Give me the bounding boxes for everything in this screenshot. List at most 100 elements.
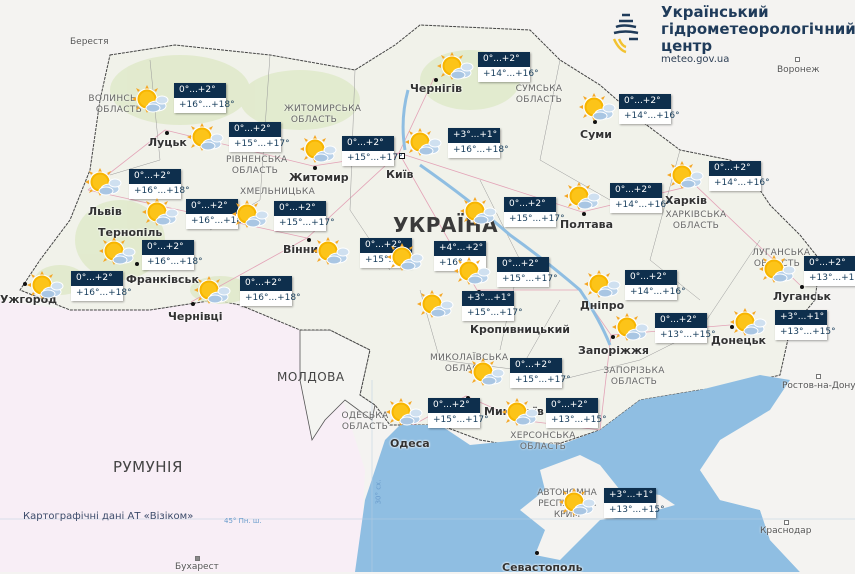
forecast-label[interactable]: 0°...+2° +15°...+17° xyxy=(342,136,403,166)
day-temperature: +16°...+18° xyxy=(186,214,247,229)
night-temperature: 0°...+2° xyxy=(625,270,677,285)
city-label[interactable]: Франківськ xyxy=(126,273,199,286)
sun-cloud-icon[interactable] xyxy=(404,127,442,159)
sun-cloud-icon[interactable] xyxy=(186,122,224,154)
sun-cloud-icon[interactable] xyxy=(453,256,491,288)
sun-cloud-icon[interactable] xyxy=(729,307,767,339)
city-label[interactable]: Одеса xyxy=(390,437,430,450)
sun-cloud-icon[interactable] xyxy=(666,160,704,192)
city-label[interactable]: Житомир xyxy=(289,171,349,184)
city-label[interactable]: Чернігів xyxy=(410,82,463,95)
city-label[interactable]: Луцьк xyxy=(148,136,187,149)
city-label[interactable]: Львів xyxy=(88,205,122,218)
forecast-label[interactable]: +3°...+1° +16°...+18° xyxy=(448,128,509,158)
region-label-khmelnytskyi: ХМЕЛЬНИЦЬКА xyxy=(240,187,316,197)
sun-cloud-icon[interactable] xyxy=(436,51,474,83)
forecast-label[interactable]: 0°...+2° +16°...+18° xyxy=(71,271,132,301)
night-temperature: 0°...+2° xyxy=(546,398,598,413)
sun-cloud-icon[interactable] xyxy=(611,312,649,344)
forecast-label[interactable]: 0°...+2° +16°...+18° xyxy=(142,240,203,270)
city-label[interactable]: Донецьк xyxy=(711,334,766,347)
forecast-label[interactable]: 0°...+2° +15°...+17° xyxy=(229,122,290,152)
forecast-label[interactable]: 0°...+2°+13°...+15° xyxy=(546,398,607,428)
night-temperature: +3°...+1° xyxy=(462,291,514,306)
night-temperature: +3°...+1° xyxy=(448,128,500,143)
night-temperature: 0°...+2° xyxy=(186,199,238,214)
sun-cloud-icon[interactable] xyxy=(385,397,423,429)
sun-cloud-icon[interactable] xyxy=(141,197,179,229)
forecast-label[interactable]: +4°...+2° +16° xyxy=(434,241,486,271)
forecast-label[interactable]: 0°...+2°+13°...+15° xyxy=(655,313,716,343)
night-temperature: 0°...+2° xyxy=(510,358,562,373)
day-temperature: +14°...+16° xyxy=(478,67,539,82)
night-temperature: 0°...+2° xyxy=(610,183,662,198)
sun-cloud-icon[interactable] xyxy=(558,487,596,519)
forecast-label[interactable]: +3°...+1° +13°...+15° xyxy=(775,310,836,340)
city-label[interactable]: Севастополь xyxy=(502,561,583,574)
forecast-label[interactable]: 0°...+2° +15°...+17° xyxy=(497,257,558,287)
city-label[interactable]: Київ xyxy=(386,168,414,181)
sun-cloud-icon[interactable] xyxy=(501,397,539,429)
city-marker-rostov xyxy=(816,374,821,379)
sun-cloud-icon[interactable] xyxy=(467,357,505,389)
sun-cloud-icon[interactable] xyxy=(578,92,616,124)
foreign-city-krasnodar[interactable]: Краснодар xyxy=(760,526,812,536)
foreign-city-voronezh[interactable]: Воронеж xyxy=(777,65,820,75)
day-temperature: +15°...+17° xyxy=(342,151,403,166)
forecast-label[interactable]: 0°...+2° +15°...+17° xyxy=(510,358,571,388)
city-marker xyxy=(582,212,586,216)
city-label[interactable]: Дніпро xyxy=(580,299,625,312)
city-marker xyxy=(23,282,27,286)
forecast-label[interactable]: 0°...+2° +14°...+16° xyxy=(625,270,686,300)
forecast-label[interactable]: 0°...+2°+13°...+15° xyxy=(804,256,855,286)
logo[interactable]: Український гідрометеорологічний центр m… xyxy=(611,4,855,66)
sun-cloud-icon[interactable] xyxy=(758,254,796,286)
city-label[interactable]: Луганськ xyxy=(773,290,832,303)
sun-cloud-icon[interactable] xyxy=(563,181,601,213)
sun-cloud-icon[interactable] xyxy=(193,275,231,307)
city-label[interactable]: Тернопіль xyxy=(98,226,163,239)
sun-cloud-icon[interactable] xyxy=(299,134,337,166)
forecast-label[interactable]: 0°...+2° +15°...+17° xyxy=(504,197,565,227)
city-label[interactable]: Полтава xyxy=(560,218,614,231)
sun-cloud-icon[interactable] xyxy=(459,196,497,228)
foreign-city-bucharest[interactable]: Бухарест xyxy=(175,562,219,572)
forecast-label[interactable]: 0°...+2° +16°...+18° xyxy=(186,199,247,229)
forecast-label[interactable]: 0°...+2° +16°...+18° xyxy=(129,169,190,199)
night-temperature: 0°...+2° xyxy=(497,257,549,272)
region-label-zaporizhzhia: ЗАПОРІЗЬКА ОБЛАСТЬ xyxy=(603,366,665,387)
sun-cloud-icon[interactable] xyxy=(84,167,122,199)
sun-cloud-icon[interactable] xyxy=(416,289,454,321)
sun-cloud-icon[interactable] xyxy=(583,269,621,301)
city-label[interactable]: Кропивницький xyxy=(470,323,570,336)
sun-cloud-icon[interactable] xyxy=(386,242,424,274)
forecast-label[interactable]: 0°...+2° +14°...+16° xyxy=(610,183,671,213)
day-temperature: +14°...+16° xyxy=(619,109,680,124)
country-label-moldova: МОЛДОВА xyxy=(277,370,345,384)
city-label[interactable]: Суми xyxy=(580,128,612,141)
website-link[interactable]: meteo.gov.ua xyxy=(661,54,730,65)
forecast-label[interactable]: +3°...+1° +15°...+17° xyxy=(462,291,523,321)
sun-cloud-icon[interactable] xyxy=(26,270,64,302)
forecast-label[interactable]: +3°...+1° +13°...+15° xyxy=(604,488,665,518)
city-label[interactable]: Харків xyxy=(665,194,707,207)
day-temperature: +13°...+15° xyxy=(804,271,855,286)
sun-cloud-icon[interactable] xyxy=(231,199,269,231)
forecast-label[interactable]: 0°...+2° +16°...+18° xyxy=(174,83,235,113)
forecast-label[interactable]: 0°...+2° +14°...+16° xyxy=(478,52,539,82)
forecast-label[interactable]: 0°...+2° +14°...+16° xyxy=(709,161,770,191)
forecast-label[interactable]: 0°...+2° +15°...+17° xyxy=(274,201,335,231)
foreign-city-brest[interactable]: Берестя xyxy=(70,37,109,47)
day-temperature: +14°...+16° xyxy=(625,285,686,300)
forecast-label[interactable]: 0°...+2° +15°...+17° xyxy=(428,398,489,428)
foreign-city-rostov[interactable]: Ростов-на-Дону xyxy=(782,381,855,391)
city-label[interactable]: Запоріжжя xyxy=(578,344,649,357)
day-temperature: +15°...+17° xyxy=(510,373,571,388)
sun-cloud-icon[interactable] xyxy=(312,236,350,268)
sun-cloud-icon[interactable] xyxy=(98,236,136,268)
forecast-label[interactable]: 0°...+2° +14°...+16° xyxy=(619,94,680,124)
sun-cloud-icon[interactable] xyxy=(131,84,169,116)
forecast-label[interactable]: 0°...+2° +16°...+18° xyxy=(240,276,301,306)
city-label[interactable]: Чернівці xyxy=(168,310,223,323)
